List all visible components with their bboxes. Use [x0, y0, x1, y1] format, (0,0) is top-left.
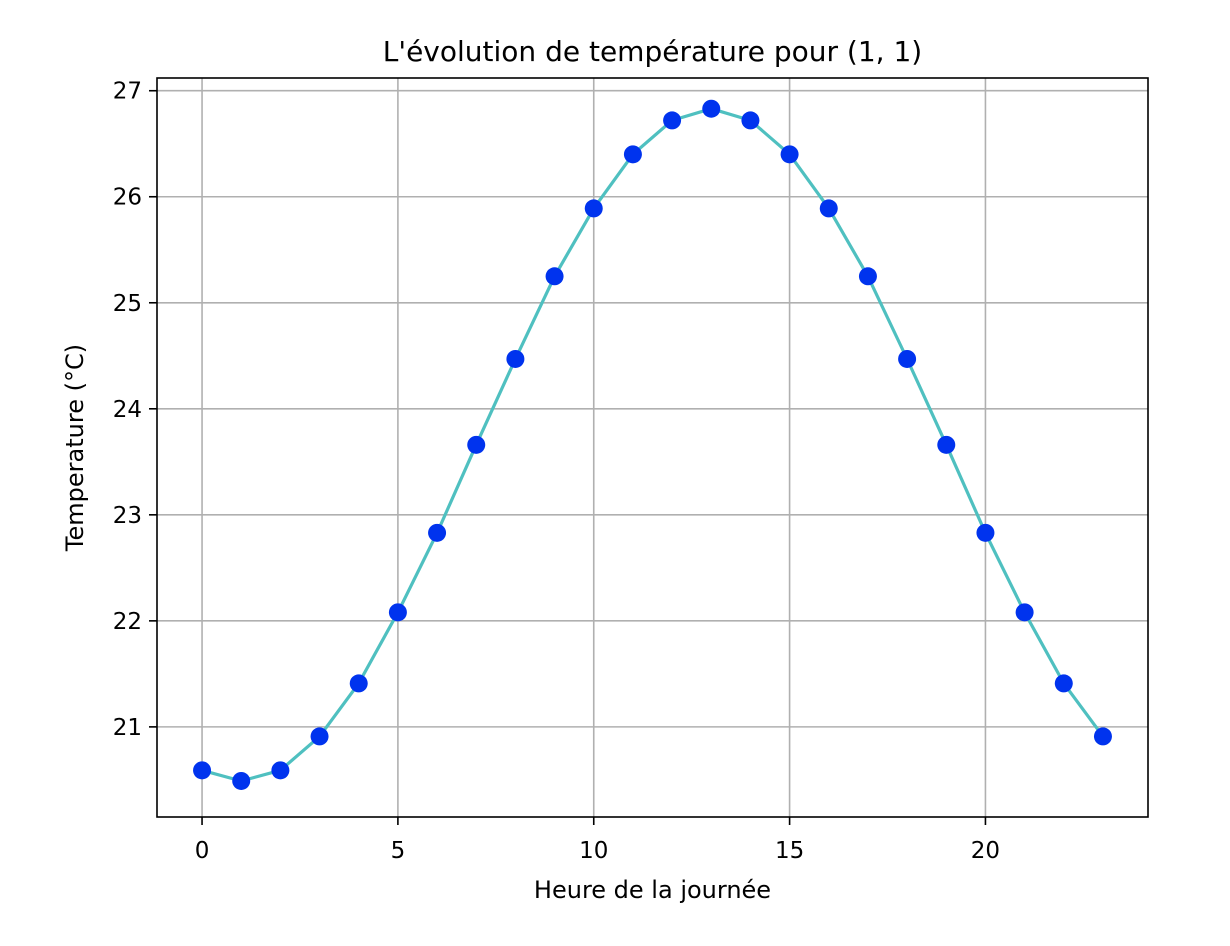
- y-tick-label: 23: [113, 503, 142, 529]
- y-tick-label: 21: [113, 715, 142, 741]
- y-axis-label: Temperature (°C): [61, 344, 89, 552]
- data-point: [858, 267, 877, 286]
- data-point: [193, 761, 212, 780]
- data-point: [1015, 603, 1034, 622]
- x-tick-label: 5: [391, 838, 406, 864]
- data-point: [623, 145, 642, 164]
- data-point: [428, 523, 447, 542]
- data-point: [545, 267, 564, 286]
- y-tick-label: 27: [113, 79, 142, 105]
- chart-title: L'évolution de température pour (1, 1): [383, 35, 922, 68]
- x-tick-label: 15: [775, 838, 804, 864]
- data-point: [937, 435, 956, 454]
- data-point: [702, 99, 721, 118]
- ticks: 0 5 10 15 20 21 22 23 24 25 26 27: [113, 79, 1000, 864]
- data-point: [1054, 674, 1073, 693]
- y-tick-label: 25: [113, 291, 142, 317]
- data-point: [467, 435, 486, 454]
- y-tick-label: 26: [113, 185, 142, 211]
- x-tick-label: 20: [971, 838, 1000, 864]
- data-point: [584, 199, 603, 218]
- data-point: [741, 111, 760, 130]
- plot-frame: [156, 77, 1149, 818]
- data-point: [349, 674, 368, 693]
- data-point: [1093, 727, 1112, 746]
- data-point: [780, 145, 799, 164]
- data-point: [663, 111, 682, 130]
- series-line: [201, 107, 1105, 783]
- y-tick-label: 24: [113, 397, 142, 423]
- data-point: [388, 603, 407, 622]
- x-axis-label: Heure de la journée: [534, 876, 771, 904]
- data-point: [898, 349, 917, 368]
- data-point: [310, 727, 329, 746]
- x-tick-label: 10: [579, 838, 608, 864]
- data-point: [271, 761, 290, 780]
- data-point: [232, 771, 251, 790]
- x-tick-label: 0: [195, 838, 210, 864]
- data-point: [506, 349, 525, 368]
- data-point: [976, 523, 995, 542]
- series: [193, 99, 1112, 790]
- data-point: [819, 199, 838, 218]
- y-tick-label: 22: [113, 609, 142, 635]
